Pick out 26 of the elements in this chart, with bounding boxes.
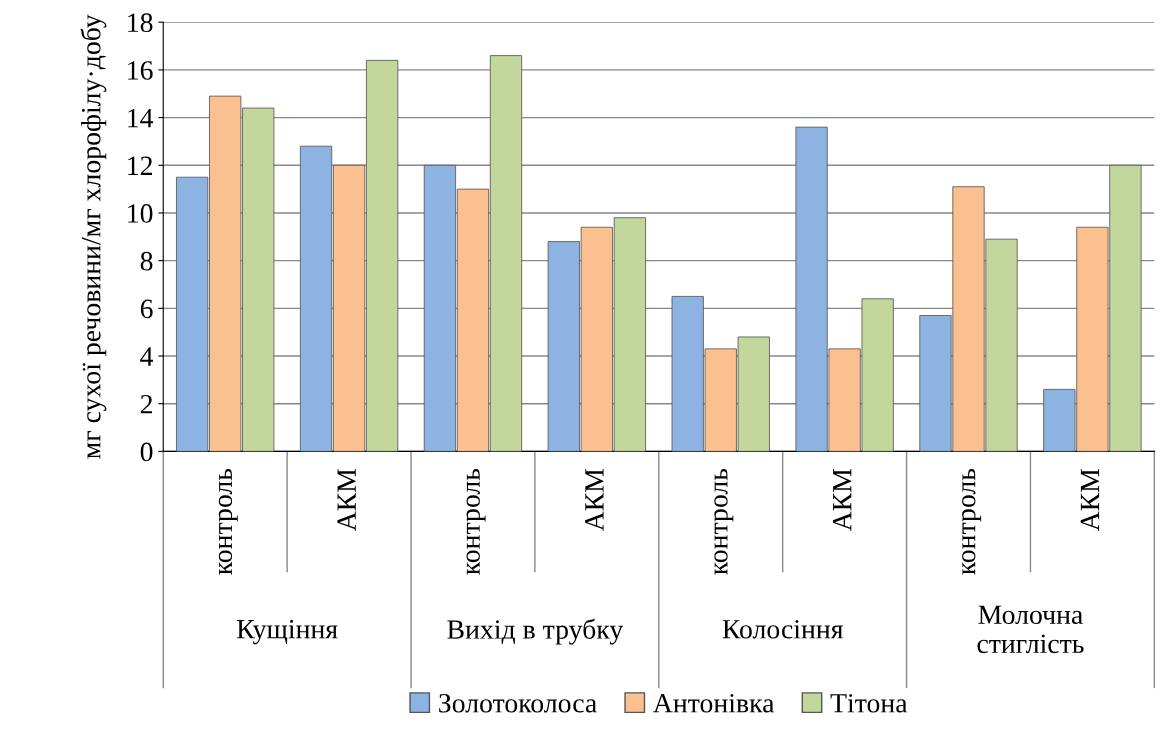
text: Колосіння bbox=[722, 619, 843, 639]
y-tick-label: 0 bbox=[140, 442, 153, 462]
x-tick-label: контроль bbox=[962, 468, 982, 575]
y-tick-label: 6 bbox=[140, 299, 153, 319]
legend-label: Тітона bbox=[830, 693, 908, 713]
text: Молочна стиглість bbox=[977, 605, 1084, 654]
legend-label: Золотоколоса bbox=[439, 693, 597, 713]
legend-label: Антонівка bbox=[653, 693, 775, 713]
x-tick-label: АКМ bbox=[337, 468, 356, 532]
y-tick-label: 14 bbox=[128, 108, 154, 128]
x-tick-label: контроль bbox=[466, 468, 486, 575]
x-tick-label: АКМ bbox=[585, 468, 604, 532]
y-tick-label: 16 bbox=[128, 61, 153, 80]
x-tick-label: АКМ bbox=[832, 468, 852, 532]
y-axis-title: мг сухої речовини/мг хлорофілу·добу bbox=[80, 14, 107, 459]
x-tick-label: контроль bbox=[714, 468, 734, 575]
y-tick-label: 12 bbox=[128, 156, 152, 175]
y-tick-label: 4 bbox=[140, 347, 154, 366]
x-tick-label: АКМ bbox=[1080, 468, 1100, 532]
y-tick-label: 18 bbox=[128, 13, 153, 33]
y-tick-label: 2 bbox=[140, 394, 152, 414]
x-tick-label: контроль bbox=[218, 468, 238, 575]
y-tick-label: 10 bbox=[128, 204, 153, 223]
y-tick-label: 8 bbox=[140, 251, 153, 271]
text: Кущіння bbox=[236, 619, 338, 645]
text: Вихід в трубку bbox=[447, 618, 624, 645]
